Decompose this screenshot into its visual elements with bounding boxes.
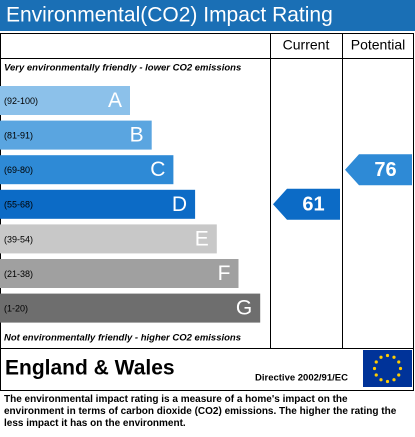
band [0,86,130,115]
band-range: (1-20) [4,303,28,313]
band [0,259,239,288]
description: The environmental impact rating is a mea… [4,394,397,429]
eu-star [392,378,396,382]
eu-star [372,366,377,371]
eu-star [385,353,390,358]
eu-star [385,379,390,384]
band-range: (21-38) [4,269,33,279]
rating-arrow [273,188,340,220]
eu-star [398,366,403,371]
rating-value: 61 [302,194,324,216]
bottom-note: Not environmentally friendly - higher CO… [4,333,241,344]
eu-star [392,355,396,359]
column-header: Potential [351,37,405,53]
column-header: Current [283,37,330,53]
band [0,120,152,150]
eu-star [397,360,401,364]
band [0,293,261,323]
band-range: (92-100) [4,96,38,106]
band-letter: G [236,297,252,320]
band [0,189,196,219]
eu-star [379,355,383,359]
top-note: Very environmentally friendly - lower CO… [4,63,241,74]
band-letter: E [195,227,209,250]
eu-star [374,360,378,364]
band-range: (69-80) [4,165,33,175]
band-letter: F [218,262,231,285]
title: Environmental(CO2) Impact Rating [6,4,333,27]
band-letter: B [130,124,144,147]
band-letter: D [172,193,187,216]
directive: Directive 2002/91/EC [255,373,348,384]
title-bar [0,0,415,31]
band-range: (39-54) [4,234,33,244]
rating-arrow [345,154,412,186]
band [0,155,174,185]
band-range: (81-91) [4,130,33,140]
eu-star [374,373,378,377]
eu-star [379,378,383,382]
region: England & Wales [5,357,175,380]
rating-value: 76 [374,159,396,181]
band-range: (55-68) [4,200,33,210]
band [0,224,217,254]
chart: Environmental(CO2) Impact Rating Current… [0,0,415,391]
band-letter: C [150,158,165,181]
eu-star [397,373,401,377]
band-letter: A [108,89,122,112]
